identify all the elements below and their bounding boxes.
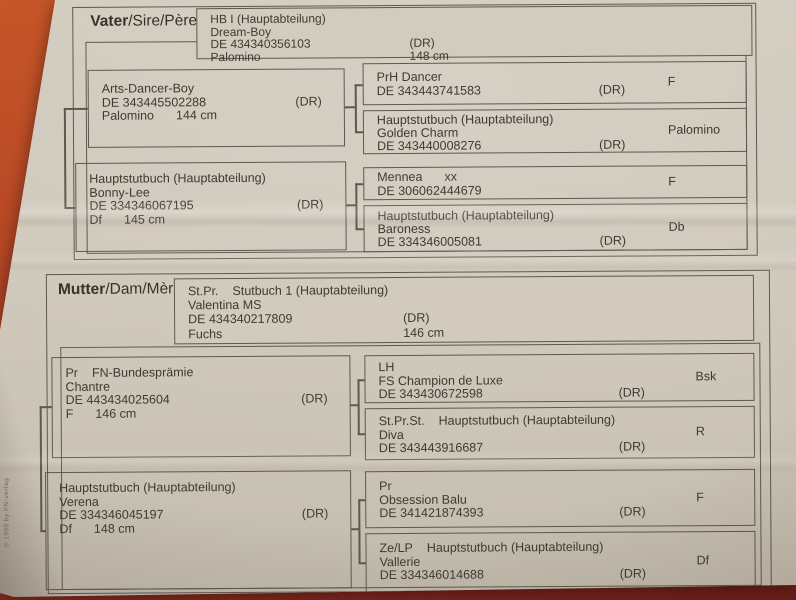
connector-line xyxy=(355,228,364,230)
dam-title-prefix: St.Pr. xyxy=(187,284,219,299)
pedigree-box-g3-obsession-balu: Pr Obsession Balu DE 341421874393 (DR) F xyxy=(365,468,756,529)
horse-height: 144 cm xyxy=(175,108,218,123)
horse-height: 148 cm xyxy=(93,521,135,536)
dam-section-header: Mutter/Dam/Mère xyxy=(58,280,182,299)
connector-line xyxy=(355,183,364,185)
connector-line xyxy=(64,206,76,209)
horse-studbook: (DR) xyxy=(296,197,324,212)
dam-studbook: (DR) xyxy=(403,311,430,326)
horse-reg: DE 334346005081 xyxy=(377,234,482,250)
connector-line xyxy=(63,107,88,110)
connector-line xyxy=(358,562,366,564)
horse-title: FN-Bundesprämie xyxy=(91,365,194,380)
horse-title-prefix: Pr xyxy=(65,365,78,381)
horse-height: 145 cm xyxy=(123,212,166,227)
pedigree-box-g3-prh-dancer: PrH Dancer DE 343443741583 (DR) F xyxy=(362,60,747,106)
dam-title: Stutbuch 1 (Hauptabteilung) xyxy=(232,283,389,299)
horse-height: 146 cm xyxy=(95,406,137,421)
horse-color-code: F xyxy=(696,489,704,504)
connector-line xyxy=(357,379,360,435)
dam-header-rest: /Dam/Mère xyxy=(105,280,182,298)
connector-line xyxy=(39,406,42,532)
sire-height: 148 cm xyxy=(409,48,449,63)
connector-line xyxy=(357,379,365,381)
horse-color-code: F xyxy=(668,174,676,189)
pedigree-box-paternal-granddam: Hauptstutbuch (Hauptabteilung) Bonny-Lee… xyxy=(75,161,347,252)
horse-reg: DE 341421874393 xyxy=(379,505,484,521)
horse-color-code: R xyxy=(695,424,705,439)
connector-line xyxy=(357,433,365,435)
horse-reg: DE 334346045197 xyxy=(59,507,164,523)
sire-section-header: Vater/Sire/Père xyxy=(90,12,197,31)
connector-line xyxy=(354,131,363,133)
horse-reg: DE 443434025604 xyxy=(65,392,170,408)
horse-reg: DE 343430672598 xyxy=(378,386,483,402)
pedigree-box-g3-vallerie: Ze/LP Hauptstutbuch (Hauptabteilung) Vall… xyxy=(365,530,756,594)
connector-line xyxy=(354,84,363,86)
horse-reg: DE 343445502288 xyxy=(101,94,207,110)
horse-color: Df xyxy=(89,212,103,227)
connector-line xyxy=(355,183,358,230)
connector-line xyxy=(358,499,366,501)
connector-line xyxy=(39,406,52,408)
horse-title: Hauptstutbuch (Hauptabteilung) xyxy=(426,539,604,555)
horse-reg: DE 343443741583 xyxy=(376,83,482,98)
horse-color-code: Df xyxy=(696,553,710,568)
dam-reg: DE 434340217809 xyxy=(188,312,293,327)
pedigree-box-g3-fs-champion: LH FS Champion de Luxe DE 343430672598 (D… xyxy=(364,352,755,404)
horse-reg: DE 334346067195 xyxy=(89,198,194,214)
horse-studbook: (DR) xyxy=(618,385,646,400)
horse-reg: DE 343440008276 xyxy=(377,138,482,154)
connector-line xyxy=(63,108,66,209)
horse-color-code: Palomino xyxy=(667,122,721,137)
horse-color: F xyxy=(65,406,74,421)
connector-line xyxy=(40,530,46,532)
dam-color: Fuchs xyxy=(188,326,223,341)
pedigree-box-g3-golden-charm: Hauptstutbuch (Hauptabteilung) Golden Ch… xyxy=(362,107,748,155)
horse-studbook: (DR) xyxy=(295,94,322,109)
horse-reg: DE 306062444679 xyxy=(377,183,482,198)
horse-title-prefix: St.Pr.St. xyxy=(378,413,425,429)
dam-header-bold: Mutter xyxy=(57,280,106,299)
pedigree-box-maternal-grandsire: Pr FN-Bundesprämie Chantre DE 44343402560… xyxy=(51,355,351,459)
pedigree-box-maternal-granddam: Hauptstutbuch (Hauptabteilung) Verena DE… xyxy=(45,470,352,591)
horse-studbook: (DR) xyxy=(618,439,646,454)
copyright-text: © 1999 by FN-verlag xyxy=(3,477,11,548)
horse-studbook: (DR) xyxy=(301,506,329,521)
sire-header-bold: Vater xyxy=(90,12,129,30)
pedigree-box-g3-diva: St.Pr.St. Hauptstutbuch (Hauptabteilung) … xyxy=(364,405,755,461)
horse-color: Df xyxy=(59,521,72,536)
horse-name: Mennea xyxy=(377,169,423,185)
horse-reg: DE 343443916687 xyxy=(378,440,484,456)
sire-header-rest: /Sire/Père xyxy=(128,12,198,30)
pedigree-box-paternal-grandsire: Arts-Dancer-Boy DE 343445502288 (DR) Palo… xyxy=(87,68,346,148)
horse-color-code: F xyxy=(667,74,676,89)
horse-studbook: (DR) xyxy=(598,82,626,97)
horse-studbook: (DR) xyxy=(599,137,626,152)
pedigree-box-sire: HB I (Hauptabteilung) Dream-Boy DE 43434… xyxy=(196,4,753,64)
horse-color-code: Db xyxy=(668,219,685,234)
horse-title: Hauptstutbuch (Hauptabteilung) xyxy=(438,412,616,428)
pedigree-box-g3-baroness: Hauptstutbuch (Hauptabteilung) Baroness … xyxy=(363,202,748,253)
horse-studbook: (DR) xyxy=(301,391,328,406)
dam-height: 146 cm xyxy=(403,325,445,340)
horse-studbook: (DR) xyxy=(599,233,627,248)
sire-color: Palomino xyxy=(210,49,261,64)
horse-studbook: (DR) xyxy=(619,504,646,519)
pedigree-box-dam: St.Pr. Stutbuch 1 (Hauptabteilung) Valent… xyxy=(173,274,755,345)
sire-studbook: (DR) xyxy=(409,35,435,51)
horse-title-prefix: Ze/LP xyxy=(379,540,413,556)
horse-color: Palomino xyxy=(101,108,155,123)
connector-line xyxy=(354,84,357,133)
horse-studbook: (DR) xyxy=(619,566,647,581)
horse-reg: DE 334346014688 xyxy=(379,567,484,583)
horse-color-code: Bsk xyxy=(695,369,717,384)
pedigree-box-g3-mennea: Mennea xx DE 306062444679 F xyxy=(363,164,748,201)
